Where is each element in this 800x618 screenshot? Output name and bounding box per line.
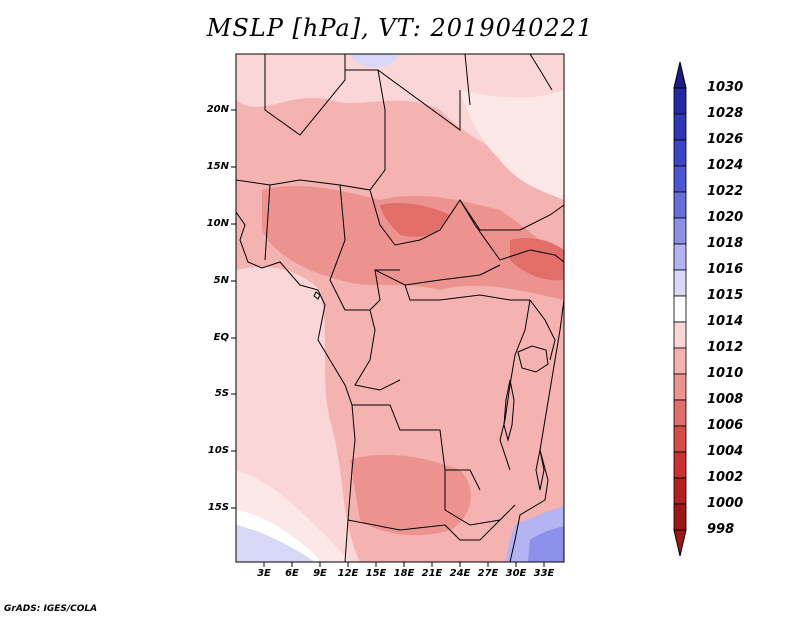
border-north-3 [377, 69, 461, 131]
field-central-dark [262, 185, 564, 300]
colorbar-cell [673, 347, 687, 375]
colorbar-cell [673, 217, 687, 245]
lake-victoria [517, 345, 549, 373]
colorbar-label-1020: 1020 [707, 210, 744, 225]
lake-tanganyika [503, 379, 515, 442]
colorbar-label-1022: 1022 [707, 184, 744, 199]
colorbar-top-arrow [673, 61, 687, 89]
colorbar-cell [673, 477, 687, 505]
colorbar-label-1000: 1000 [707, 496, 744, 511]
lat-label-5n: 5N [213, 275, 229, 286]
field-sw-white [236, 510, 320, 562]
colorbar-cell [673, 165, 687, 193]
colorbar-label-1010: 1010 [707, 366, 744, 381]
colorbar-cell [673, 87, 687, 115]
lon-label-24e: 24E [449, 568, 471, 579]
colorbar-cell [673, 503, 687, 531]
island-bioko [313, 291, 321, 300]
colorbar-cell [673, 321, 687, 349]
colorbar-label-1030: 1030 [707, 80, 744, 95]
colorbar-label-1015: 1015 [707, 288, 744, 303]
lake-malawi [535, 449, 545, 491]
colorbar-label-1004: 1004 [707, 444, 744, 459]
coast-redsea [529, 54, 553, 91]
colorbar-label-1016: 1016 [707, 262, 744, 277]
colorbar-cell [673, 451, 687, 479]
lon-label-6e: 6E [285, 568, 299, 579]
coastline-west [236, 211, 356, 562]
field-chad-dark [380, 203, 450, 237]
border-kenya [529, 299, 556, 361]
field-n-high [350, 54, 400, 68]
field-north-light [236, 54, 564, 170]
border-cameroon [329, 184, 400, 311]
lat-label-20n: 20N [206, 104, 229, 115]
lon-label-30e: 30E [505, 568, 527, 579]
border-drc-west [354, 309, 401, 391]
lon-label-33e: 33E [533, 568, 555, 579]
colorbar-label-1028: 1028 [707, 106, 744, 121]
border-angola-south [347, 519, 501, 541]
lat-label-eq: EQ [213, 332, 229, 343]
lat-label-5s: 5S [214, 388, 229, 399]
colorbar-cell [673, 113, 687, 141]
lat-label-15n: 15N [206, 161, 229, 172]
lon-label-12e: 12E [337, 568, 359, 579]
border-nigeria [264, 184, 271, 261]
colorbar-cell [673, 191, 687, 219]
field-sw-high [236, 525, 315, 562]
border-drc-east [499, 299, 531, 471]
colorbar-label-1002: 1002 [707, 470, 744, 485]
border-sudan [459, 199, 564, 231]
colorbar-cell [673, 243, 687, 271]
colorbar-label-1026: 1026 [707, 132, 744, 147]
field-south-dark [350, 454, 471, 536]
colorbar-bottom-arrow [673, 529, 687, 557]
border-angola [352, 404, 481, 491]
lat-label-10s: 10S [207, 445, 229, 456]
lon-label-27e: 27E [477, 568, 499, 579]
border-car [374, 264, 501, 286]
field-east-dark [510, 238, 564, 281]
lon-label-15e: 15E [365, 568, 387, 579]
colorbar-label-1014: 1014 [707, 314, 744, 329]
lon-label-3e: 3E [257, 568, 271, 579]
credit-text: GrADS: IGES/COLA [4, 604, 98, 614]
colorbar-label-1012: 1012 [707, 340, 744, 355]
lon-label-18e: 18E [393, 568, 415, 579]
lon-label-9e: 9E [313, 568, 327, 579]
border-north-1 [264, 54, 346, 136]
border-east [499, 249, 564, 263]
field-ne-light [460, 90, 564, 200]
lat-label-15s: 15S [207, 502, 229, 513]
map-frame [235, 53, 565, 563]
colorbar-label-1008: 1008 [707, 392, 744, 407]
border-zambia [444, 470, 516, 526]
map-title: MSLP [hPa], VT: 2019040221 [206, 14, 594, 42]
lat-label-10n: 10N [206, 218, 229, 229]
colorbar-cell [673, 373, 687, 401]
colorbar-label-998: 998 [707, 522, 735, 537]
colorbar-cell [673, 295, 687, 323]
colorbar-label-1018: 1018 [707, 236, 744, 251]
border-north-4 [464, 54, 471, 106]
colorbar-label-1006: 1006 [707, 418, 744, 433]
border-north-2 [345, 69, 386, 191]
lon-label-21e: 21E [421, 568, 443, 579]
colorbar-cell [673, 425, 687, 453]
border-drc-north [404, 284, 530, 301]
colorbar-label-1024: 1024 [707, 158, 744, 173]
colorbar-cell [673, 139, 687, 167]
colorbar-cell [673, 269, 687, 297]
field-se-high-core [528, 526, 564, 562]
colorbar-cell [673, 399, 687, 427]
